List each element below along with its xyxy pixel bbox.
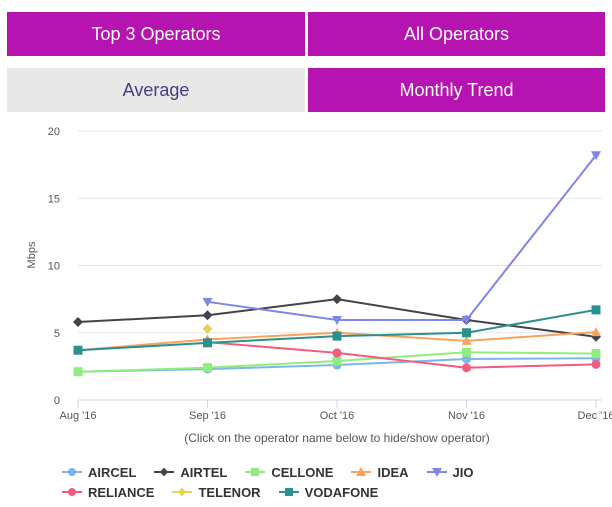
y-tick-label: 5 <box>54 328 60 340</box>
legend-label: RELIANCE <box>88 484 155 500</box>
diamond-marker-icon <box>172 486 193 498</box>
x-axis: Aug '16 Sep '16 Oct '16 Nov '16 Dec '16 <box>60 399 612 422</box>
data-point[interactable] <box>461 335 472 345</box>
data-point[interactable] <box>332 348 342 358</box>
data-point[interactable] <box>591 359 601 369</box>
x-tick-label: Nov '16 <box>448 410 485 422</box>
triangle-down-marker-icon <box>426 466 447 478</box>
data-point[interactable] <box>591 305 601 315</box>
data-point[interactable] <box>332 294 342 305</box>
circle-marker-icon <box>62 466 82 478</box>
diamond-marker-icon <box>154 466 175 478</box>
data-point[interactable] <box>462 347 471 357</box>
y-tick-label: 20 <box>48 126 60 138</box>
triangle-marker-icon <box>351 466 372 478</box>
legend-item-vodafone[interactable]: VODAFONE <box>278 482 379 502</box>
data-point[interactable] <box>332 315 342 325</box>
series-cellone <box>73 347 601 377</box>
legend-item-idea[interactable]: IDEA <box>351 462 409 482</box>
data-point[interactable] <box>73 367 83 377</box>
tab-monthly-trend[interactable]: Monthly Trend <box>308 68 605 112</box>
series-line <box>207 341 597 369</box>
data-point[interactable] <box>203 338 212 348</box>
series-line <box>207 154 597 321</box>
data-point[interactable] <box>202 323 213 334</box>
series-telenor <box>202 323 213 334</box>
line-chart: 0 5 10 15 20 Mbps Aug '16 Sep '16 Oct '16 Nov '… <box>26 126 612 445</box>
legend-item-aircel[interactable]: AIRCEL <box>62 462 136 482</box>
square-marker-icon <box>278 486 299 498</box>
legend-item-cellone[interactable]: CELLONE <box>245 462 333 482</box>
x-tick-label: Aug '16 <box>60 410 97 422</box>
legend-hint: (Click on the operator name below to hid… <box>184 431 490 445</box>
series-jio <box>202 151 601 325</box>
circle-marker-icon <box>62 486 82 498</box>
data-point[interactable] <box>462 363 471 373</box>
data-point[interactable] <box>462 328 471 338</box>
data-point[interactable] <box>73 345 83 355</box>
y-tick-label: 15 <box>48 193 60 205</box>
series-vodafone <box>73 305 601 355</box>
tab-average[interactable]: Average <box>7 68 305 112</box>
data-point[interactable] <box>202 310 213 321</box>
data-point[interactable] <box>591 349 601 359</box>
legend-item-airtel[interactable]: AIRTEL <box>154 462 227 482</box>
legend-label: AIRTEL <box>180 464 228 480</box>
legend-label: CELLONE <box>271 464 334 480</box>
legend-label: TELENOR <box>198 484 261 500</box>
x-tick-label: Oct '16 <box>320 410 355 422</box>
data-point[interactable] <box>591 151 601 161</box>
y-axis-label: Mbps <box>26 241 38 268</box>
series-group <box>73 151 601 377</box>
data-point[interactable] <box>332 356 342 366</box>
grid-lines <box>78 130 602 334</box>
y-tick-label: 0 <box>54 395 60 407</box>
data-point[interactable] <box>461 315 472 325</box>
legend-label: JIO <box>452 464 474 480</box>
legend-label: AIRCEL <box>88 464 137 480</box>
data-point[interactable] <box>73 316 83 327</box>
data-point[interactable] <box>591 327 601 337</box>
legend-item-reliance[interactable]: RELIANCE <box>62 482 154 502</box>
legend-item-jio[interactable]: JIO <box>426 462 474 482</box>
x-tick-label: Dec '16 <box>578 410 612 422</box>
x-tick-label: Sep '16 <box>189 410 226 422</box>
data-point[interactable] <box>332 331 342 341</box>
tab-top-3-operators[interactable]: Top 3 Operators <box>7 12 305 56</box>
legend-label: VODAFONE <box>304 484 379 500</box>
data-point[interactable] <box>203 363 212 373</box>
legend: AIRCEL AIRTEL CELLONE IDEA JIO RELIANCE TELENO… <box>62 462 582 502</box>
legend-item-telenor[interactable]: TELENOR <box>172 482 261 502</box>
y-axis-ticks: 0 5 10 15 20 <box>48 126 60 407</box>
tab-all-operators[interactable]: All Operators <box>308 12 605 56</box>
legend-label: IDEA <box>377 464 409 480</box>
square-marker-icon <box>245 466 266 478</box>
data-point[interactable] <box>202 297 213 307</box>
y-tick-label: 10 <box>48 261 60 273</box>
